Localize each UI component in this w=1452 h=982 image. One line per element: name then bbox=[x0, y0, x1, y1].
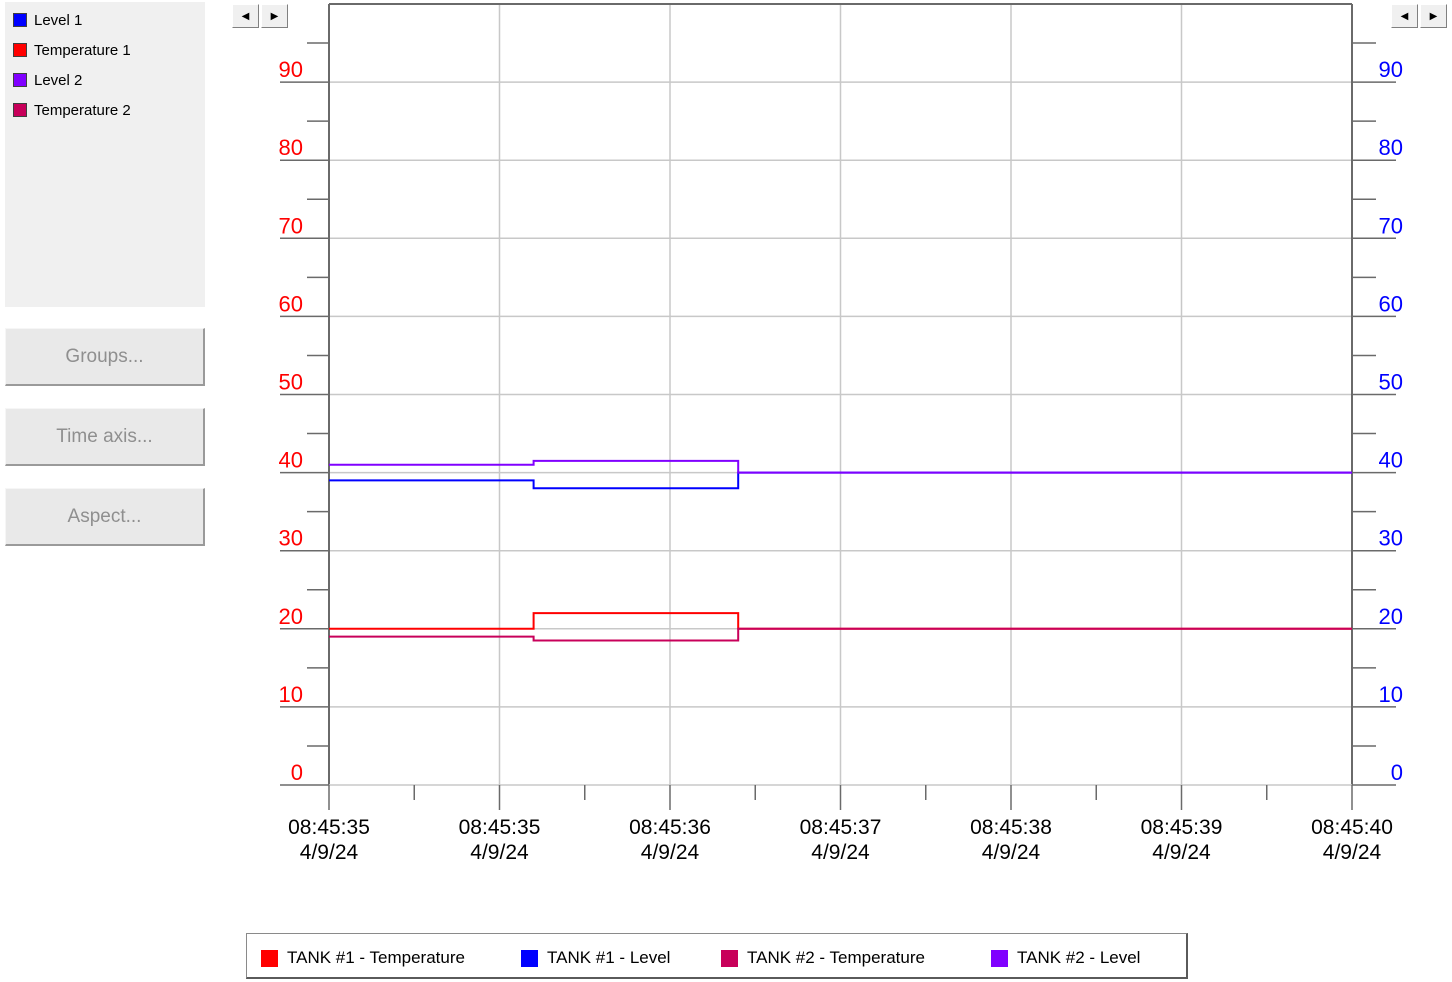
series-label: Level 1 bbox=[34, 11, 83, 29]
legend-swatch bbox=[721, 949, 738, 967]
right-axis-tick-label: 90 bbox=[1379, 57, 1403, 82]
left-axis-tick-label: 20 bbox=[279, 604, 303, 629]
level-1-color-swatch bbox=[13, 13, 27, 27]
right-axis-tick-label: 60 bbox=[1379, 291, 1403, 316]
legend-swatch bbox=[521, 949, 538, 967]
left-axis-tick-label: 40 bbox=[279, 448, 303, 473]
left-axis-tick-label: 80 bbox=[279, 135, 303, 160]
x-axis-time-label: 08:45:35 bbox=[459, 816, 541, 839]
legend-item-tank2-level: TANK #2 - Level bbox=[991, 948, 1140, 968]
left-axis-tick-label: 90 bbox=[279, 57, 303, 82]
left-axis-tick-label: 30 bbox=[279, 526, 303, 551]
legend-item-tank2-temperature: TANK #2 - Temperature bbox=[721, 948, 925, 968]
series-item-level-2[interactable]: Level 2 bbox=[13, 70, 82, 90]
x-axis-time-label: 08:45:38 bbox=[970, 816, 1052, 839]
series-line-3 bbox=[329, 459, 1352, 474]
legend-label: TANK #1 - Temperature bbox=[287, 948, 465, 967]
right-axis-scroll-buttons: ◀ ▶ bbox=[1391, 4, 1449, 28]
left-axis-scroll-buttons: ◀ ▶ bbox=[232, 4, 290, 28]
groups-button[interactable]: Groups... bbox=[5, 328, 205, 386]
scroll-right-icon[interactable]: ▶ bbox=[1420, 4, 1447, 28]
left-axis-tick-label: 10 bbox=[279, 682, 303, 707]
level-2-color-swatch bbox=[13, 73, 27, 87]
legend-label: TANK #2 - Temperature bbox=[747, 948, 925, 967]
x-axis-date-label: 4/9/24 bbox=[300, 841, 359, 864]
x-axis-date-label: 4/9/24 bbox=[982, 841, 1041, 864]
x-axis-date-label: 4/9/24 bbox=[1323, 841, 1382, 864]
time-axis-button[interactable]: Time axis... bbox=[5, 408, 205, 466]
right-axis-tick-label: 20 bbox=[1379, 604, 1403, 629]
legend-swatch bbox=[991, 949, 1008, 967]
left-axis-tick-label: 50 bbox=[279, 370, 303, 395]
legend-item-tank1-temperature: TANK #1 - Temperature bbox=[261, 948, 465, 968]
right-axis-tick-label: 0 bbox=[1391, 760, 1403, 785]
series-item-level-1[interactable]: Level 1 bbox=[13, 10, 82, 30]
scroll-left-icon[interactable]: ◀ bbox=[232, 4, 259, 28]
right-axis-tick-label: 70 bbox=[1379, 213, 1403, 238]
temperature-2-color-swatch bbox=[13, 103, 27, 117]
legend-item-tank1-level: TANK #1 - Level bbox=[521, 948, 670, 968]
legend-swatch bbox=[261, 949, 278, 967]
legend-label: TANK #2 - Level bbox=[1017, 948, 1141, 967]
series-item-temperature-1[interactable]: Temperature 1 bbox=[13, 40, 131, 60]
x-axis-date-label: 4/9/24 bbox=[470, 841, 529, 864]
series-label: Temperature 1 bbox=[34, 41, 131, 59]
series-list-panel: Level 1 Temperature 1 Level 2 Temperatur… bbox=[5, 2, 205, 307]
x-axis-date-label: 4/9/24 bbox=[1152, 841, 1211, 864]
series-label: Level 2 bbox=[34, 71, 83, 89]
right-axis-tick-label: 30 bbox=[1379, 526, 1403, 551]
right-axis-tick-label: 50 bbox=[1379, 370, 1403, 395]
chart-legend: TANK #1 - Temperature TANK #1 - Level TA… bbox=[246, 933, 1188, 979]
right-axis-tick-label: 80 bbox=[1379, 135, 1403, 160]
legend-label: TANK #1 - Level bbox=[547, 948, 671, 967]
left-axis-tick-label: 60 bbox=[279, 291, 303, 316]
x-axis-time-label: 08:45:35 bbox=[288, 816, 370, 839]
temperature-1-color-swatch bbox=[13, 43, 27, 57]
right-axis-tick-label: 40 bbox=[1379, 448, 1403, 473]
left-axis-tick-label: 70 bbox=[279, 213, 303, 238]
series-label: Temperature 2 bbox=[34, 101, 131, 119]
trend-chart: 0 10 20 30 40 50 60 70 80 90 0 10 20 30 40 50 60 70 80 90 08… bbox=[279, 3, 1403, 864]
series-item-temperature-2[interactable]: Temperature 2 bbox=[13, 100, 131, 120]
x-axis-date-label: 4/9/24 bbox=[811, 841, 870, 864]
scroll-right-icon[interactable]: ▶ bbox=[261, 4, 288, 28]
x-axis-time-label: 08:45:37 bbox=[800, 816, 882, 839]
x-axis-time-label: 08:45:39 bbox=[1141, 816, 1223, 839]
right-axis-tick-label: 10 bbox=[1379, 682, 1403, 707]
series-line-2 bbox=[329, 627, 1352, 642]
x-axis-time-label: 08:45:40 bbox=[1311, 816, 1393, 839]
scroll-left-icon[interactable]: ◀ bbox=[1391, 4, 1418, 28]
x-axis-date-label: 4/9/24 bbox=[641, 841, 700, 864]
left-axis-tick-label: 0 bbox=[291, 760, 303, 785]
aspect-button[interactable]: Aspect... bbox=[5, 488, 205, 546]
x-axis-time-label: 08:45:36 bbox=[629, 816, 711, 839]
